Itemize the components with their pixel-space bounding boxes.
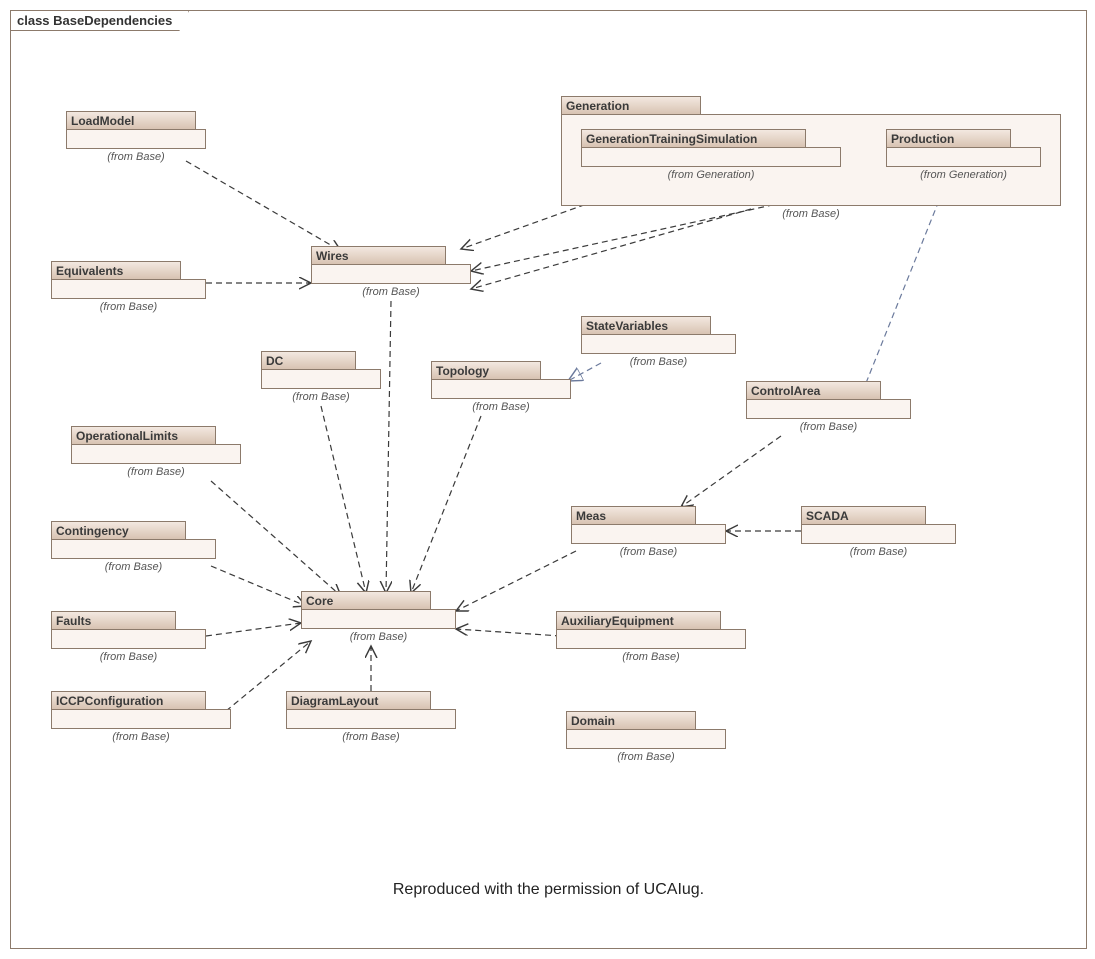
package-Topology: Topology (from Base) <box>431 361 571 413</box>
package-body <box>581 147 841 167</box>
package-from-label: (from Base) <box>51 301 206 313</box>
package-from-label: (from Base) <box>311 286 471 298</box>
package-tab: DC <box>261 351 356 369</box>
package-body <box>71 444 241 464</box>
package-body <box>51 279 206 299</box>
package-DC: DC (from Base) <box>261 351 381 403</box>
frame-title: class BaseDependencies <box>10 10 189 31</box>
edge-Generation-to-Wires <box>471 209 751 289</box>
package-Domain: Domain (from Base) <box>566 711 726 763</box>
package-from-label: (from Base) <box>746 421 911 433</box>
edge-DC-to-Core <box>321 406 366 593</box>
edge-AuxiliaryEquipment-to-Core <box>456 629 561 636</box>
package-body <box>801 524 956 544</box>
edge-Topology-to-Core <box>411 416 481 593</box>
package-body <box>566 729 726 749</box>
package-body <box>746 399 911 419</box>
package-from-label: (from Base) <box>431 401 571 413</box>
package-from-label: (from Base) <box>286 731 456 743</box>
package-from-label: (from Generation) <box>581 169 841 181</box>
package-body <box>886 147 1041 167</box>
package-from-label: (from Base) <box>51 731 231 743</box>
package-ControlArea: ControlArea (from Base) <box>746 381 911 433</box>
package-from-label: (from Generation) <box>886 169 1041 181</box>
package-tab: LoadModel <box>66 111 196 129</box>
edge-OperationalLimits-to-Core <box>211 481 341 596</box>
package-from-label: (from Base) <box>51 561 216 573</box>
package-from-label: (from Base) <box>66 151 206 163</box>
package-tab: Core <box>301 591 431 609</box>
package-body <box>51 629 206 649</box>
edge-Contingency-to-Core <box>211 566 306 606</box>
package-tab: AuxiliaryEquipment <box>556 611 721 629</box>
package-tab: Topology <box>431 361 541 379</box>
package-from-label: (from Base) <box>581 356 736 368</box>
package-from-label: (from Base) <box>71 466 241 478</box>
package-body <box>431 379 571 399</box>
footer-note: Reproduced with the permission of UCAIug… <box>11 881 1086 899</box>
edge-Wires-to-Core <box>386 301 391 593</box>
package-from-label: (from Base) <box>261 391 381 403</box>
package-from-label: (from Base) <box>556 651 746 663</box>
edge-LoadModel-to-Wires <box>186 161 341 251</box>
package-Wires: Wires (from Base) <box>311 246 471 298</box>
package-Equivalents: Equivalents (from Base) <box>51 261 206 313</box>
package-tab: ControlArea <box>746 381 881 399</box>
package-from-label: (from Base) <box>561 208 1061 220</box>
package-body <box>51 539 216 559</box>
package-tab: Production <box>886 129 1011 147</box>
package-body <box>66 129 206 149</box>
package-tab: Domain <box>566 711 696 729</box>
package-from-label: (from Base) <box>801 546 956 558</box>
package-SCADA: SCADA (from Base) <box>801 506 956 558</box>
package-body <box>286 709 456 729</box>
package-body <box>51 709 231 729</box>
package-StateVariables: StateVariables (from Base) <box>581 316 736 368</box>
package-Core: Core (from Base) <box>301 591 456 643</box>
package-from-label: (from Base) <box>301 631 456 643</box>
package-body <box>571 524 726 544</box>
package-from-label: (from Base) <box>571 546 726 558</box>
package-tab: Contingency <box>51 521 186 539</box>
package-tab: OperationalLimits <box>71 426 216 444</box>
package-Contingency: Contingency (from Base) <box>51 521 216 573</box>
diagram-frame: class BaseDependencies LoadModel (from Ba… <box>10 10 1087 949</box>
package-ICCPConfiguration: ICCPConfiguration (from Base) <box>51 691 231 743</box>
package-from-label: (from Base) <box>566 751 726 763</box>
package-DiagramLayout: DiagramLayout (from Base) <box>286 691 456 743</box>
package-tab: ICCPConfiguration <box>51 691 206 709</box>
package-GenerationTrainingSimulation: GenerationTrainingSimulation (from Genera… <box>581 129 841 181</box>
package-from-label: (from Base) <box>51 651 206 663</box>
package-tab: StateVariables <box>581 316 711 334</box>
edge-Faults-to-Core <box>206 623 301 636</box>
package-body <box>556 629 746 649</box>
package-body <box>311 264 471 284</box>
package-Meas: Meas (from Base) <box>571 506 726 558</box>
package-tab: SCADA <box>801 506 926 524</box>
package-AuxiliaryEquipment: AuxiliaryEquipment (from Base) <box>556 611 746 663</box>
package-tab: Generation <box>561 96 701 114</box>
package-tab: Equivalents <box>51 261 181 279</box>
package-tab: DiagramLayout <box>286 691 431 709</box>
package-body <box>301 609 456 629</box>
package-tab: Meas <box>571 506 696 524</box>
package-tab: Faults <box>51 611 176 629</box>
package-tab: GenerationTrainingSimulation <box>581 129 806 147</box>
package-Production: Production (from Generation) <box>886 129 1041 181</box>
package-tab: Wires <box>311 246 446 264</box>
edge-ControlArea-to-Meas <box>681 436 781 507</box>
package-Faults: Faults (from Base) <box>51 611 206 663</box>
package-body <box>261 369 381 389</box>
package-LoadModel: LoadModel (from Base) <box>66 111 206 163</box>
edge-Meas-to-Core <box>456 551 576 611</box>
package-body <box>581 334 736 354</box>
package-OperationalLimits: OperationalLimits (from Base) <box>71 426 241 478</box>
